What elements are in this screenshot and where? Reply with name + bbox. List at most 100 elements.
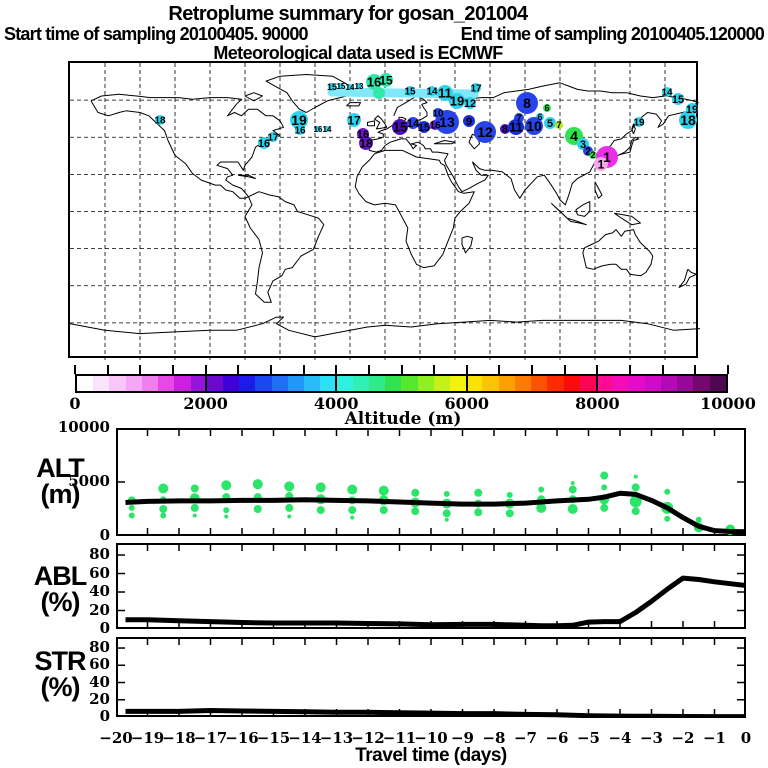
alt-dot bbox=[378, 485, 389, 496]
colorbar-segment bbox=[206, 376, 223, 391]
colorbar-segment bbox=[304, 376, 321, 391]
colorbar-tick bbox=[237, 365, 240, 374]
colorbar-divider bbox=[596, 374, 599, 393]
colorbar-segment bbox=[579, 376, 596, 391]
alt-dot bbox=[567, 504, 578, 514]
colorbar-tick bbox=[106, 365, 109, 374]
alt-dot bbox=[316, 506, 325, 515]
alt-dot bbox=[160, 512, 167, 519]
colorbar-tick-label: 10000 bbox=[700, 394, 756, 413]
coastline bbox=[575, 201, 591, 217]
plume-day-label: 2 bbox=[590, 150, 595, 160]
plume-day-label: 14 bbox=[346, 83, 355, 92]
colorbar-segment bbox=[628, 376, 645, 391]
colorbar-segment bbox=[433, 376, 451, 391]
alt-dot bbox=[379, 506, 388, 515]
colorbar-segment bbox=[531, 376, 548, 391]
plume-day-label: 3 bbox=[580, 139, 586, 151]
alt-dot bbox=[629, 495, 642, 508]
plume-day-label: 6 bbox=[537, 112, 542, 122]
alt-dot bbox=[315, 482, 326, 493]
plume-blob bbox=[433, 108, 443, 118]
colorbar-tick bbox=[204, 365, 207, 374]
plume-day-label: 16 bbox=[294, 126, 306, 137]
alt-dot bbox=[128, 512, 135, 519]
plume-day-label: 8 bbox=[502, 125, 508, 136]
colorbar-segment bbox=[596, 376, 613, 391]
alt-dot bbox=[253, 505, 262, 513]
plume-blob bbox=[373, 87, 385, 99]
plume-day-label: 12 bbox=[464, 98, 476, 110]
plume-day-label: 18 bbox=[680, 112, 696, 128]
plume-day-label: 10 bbox=[526, 118, 542, 134]
plume-day-label: 11 bbox=[438, 86, 452, 101]
alt-dot bbox=[411, 507, 420, 516]
plume-day-label: 2 bbox=[585, 147, 591, 158]
mean-line bbox=[125, 490, 746, 535]
alt-ytick-label: 0 bbox=[99, 526, 110, 544]
plume-blob bbox=[328, 83, 336, 91]
xtick-label: −6 bbox=[545, 729, 569, 747]
coastline bbox=[354, 149, 475, 269]
alt-dot bbox=[443, 490, 450, 497]
abl-ytick-label: 60 bbox=[89, 563, 110, 582]
alt-dot bbox=[159, 505, 168, 513]
alt-ytick-label: 10000 bbox=[57, 418, 110, 436]
colorbar-segment bbox=[385, 376, 402, 391]
colorbar-segment bbox=[709, 376, 726, 391]
plume-blob bbox=[449, 93, 465, 109]
colorbar-tick bbox=[269, 365, 272, 374]
plume-blob bbox=[366, 74, 382, 90]
alt-panel-label: ALT (m) bbox=[36, 453, 84, 509]
plume-blob bbox=[268, 132, 278, 142]
start-time-label: Start time of sampling 20100405. 90000 bbox=[4, 24, 309, 44]
colorbar-tick bbox=[563, 365, 566, 374]
coastline bbox=[244, 191, 325, 303]
colorbar-segment bbox=[158, 376, 175, 391]
plume-day-label: 5 bbox=[547, 118, 553, 130]
alt-chart bbox=[116, 428, 746, 536]
colorbar-segment bbox=[109, 376, 126, 391]
xtick-label: −13 bbox=[319, 729, 354, 747]
xtick-label: −10 bbox=[414, 729, 448, 747]
xtick-label: −16 bbox=[225, 729, 259, 747]
plume-blob bbox=[405, 86, 415, 96]
plume-blob bbox=[437, 85, 453, 101]
plume-blob bbox=[679, 111, 697, 129]
plume-blob bbox=[392, 119, 408, 135]
alt-dot bbox=[442, 509, 451, 518]
colorbar-segment bbox=[336, 376, 353, 391]
alt-dot bbox=[347, 484, 358, 495]
coastline bbox=[346, 102, 361, 107]
alt-dot bbox=[600, 503, 609, 512]
colorbar-segment bbox=[450, 376, 467, 391]
coastline bbox=[582, 229, 654, 277]
colorbar-tick bbox=[498, 365, 501, 374]
colorbar-tick bbox=[433, 365, 436, 374]
colorbar-segment bbox=[271, 376, 288, 391]
plume-day-label: 15 bbox=[418, 122, 430, 134]
colorbar-divider bbox=[335, 374, 338, 393]
plume-blob bbox=[324, 126, 330, 132]
panel-border bbox=[116, 637, 746, 717]
plume-day-label: 19 bbox=[633, 118, 645, 129]
colorbar-tick bbox=[661, 365, 664, 374]
plume-blob bbox=[594, 157, 608, 171]
colorbar-segment bbox=[547, 376, 564, 391]
coastline bbox=[374, 115, 388, 130]
colorbar-segment bbox=[466, 376, 483, 391]
colorbar-segment bbox=[93, 376, 110, 391]
plume-day-label: 19 bbox=[686, 104, 698, 116]
colorbar-segment bbox=[320, 376, 337, 391]
plume-day-label: 18 bbox=[154, 116, 166, 127]
plume-blob bbox=[672, 93, 684, 105]
colorbar-tick bbox=[400, 365, 403, 374]
alt-ytick-label: 5000 bbox=[68, 472, 110, 490]
plume-day-label: 17 bbox=[470, 84, 482, 95]
coastline bbox=[433, 140, 456, 145]
alt-dot bbox=[350, 515, 355, 520]
plume-blob bbox=[555, 121, 563, 129]
xtick-label: −15 bbox=[256, 729, 291, 747]
alt-dot bbox=[348, 506, 357, 515]
plume-day-label: 13 bbox=[439, 114, 455, 130]
